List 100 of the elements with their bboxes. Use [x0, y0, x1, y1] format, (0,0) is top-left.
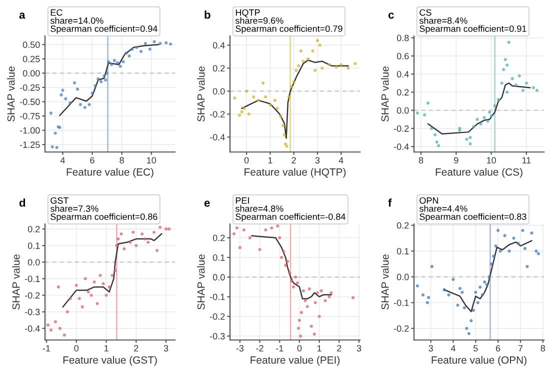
x-tick-label: 1: [317, 345, 322, 352]
point: [94, 84, 97, 88]
point: [156, 248, 159, 252]
point: [447, 293, 450, 296]
point: [61, 88, 64, 92]
point: [460, 290, 464, 294]
point: [116, 61, 119, 64]
point: [328, 295, 331, 298]
point: [426, 301, 429, 304]
point: [242, 106, 246, 110]
point: [308, 287, 311, 290]
point: [302, 60, 305, 63]
point: [292, 285, 296, 288]
point: [510, 77, 514, 80]
point: [288, 95, 291, 98]
point: [416, 284, 419, 288]
point: [49, 328, 53, 332]
point: [280, 256, 284, 259]
point: [104, 294, 108, 297]
point: [318, 314, 321, 318]
text: Spearman coefficient=-0.84: [236, 213, 346, 222]
point: [108, 285, 111, 289]
y-tick-label: 0.0: [396, 274, 409, 280]
y-tick-label: 0.00: [22, 70, 40, 77]
point: [242, 228, 246, 232]
point: [105, 72, 109, 75]
point: [98, 274, 102, 277]
x-tick-label: 4: [338, 157, 344, 164]
point: [320, 289, 323, 292]
y-tick-label: 0.0: [396, 107, 409, 114]
point: [158, 42, 162, 45]
point: [46, 324, 50, 327]
point: [282, 250, 286, 254]
point: [64, 97, 68, 100]
chart-title: a: [19, 12, 26, 19]
point: [90, 92, 94, 95]
chart-title: c: [388, 12, 394, 19]
point: [54, 320, 58, 324]
point: [468, 136, 472, 140]
y-tick-label: -1.25: [20, 142, 40, 148]
point: [290, 279, 294, 283]
y-tick-label: 0.6: [396, 52, 409, 60]
point: [421, 293, 425, 296]
point: [122, 60, 125, 64]
point: [311, 49, 314, 52]
point: [330, 291, 333, 294]
point: [106, 60, 110, 64]
point: [116, 237, 120, 240]
y-tick-label: 0.1: [396, 248, 409, 254]
point: [76, 88, 80, 91]
point: [122, 247, 126, 250]
point: [112, 59, 116, 62]
point: [74, 284, 78, 287]
point: [496, 228, 500, 232]
point: [472, 308, 475, 312]
point: [83, 106, 86, 109]
text: Spearman coefficient=0.79: [236, 25, 342, 34]
point: [244, 90, 248, 93]
text: OPN: [420, 197, 438, 204]
text: share=8.4%: [419, 17, 468, 24]
text: share=7.3%: [50, 205, 98, 212]
point: [292, 80, 296, 84]
point: [50, 145, 54, 148]
point: [465, 138, 468, 141]
point: [284, 142, 288, 146]
point: [167, 227, 171, 231]
text: Spearman coefficient=0.83: [420, 213, 526, 222]
point: [158, 226, 162, 229]
point: [152, 230, 156, 234]
point: [288, 272, 292, 275]
point: [54, 132, 57, 135]
point: [526, 264, 529, 268]
y-tick-label: 0.1: [28, 242, 40, 249]
point: [296, 326, 300, 330]
y-axis-title: SHAP value: [197, 254, 205, 310]
point: [427, 296, 430, 300]
point: [115, 244, 118, 248]
y-tick-label: 0.0: [212, 274, 225, 280]
point: [139, 50, 143, 53]
point: [78, 297, 81, 300]
point: [258, 248, 262, 252]
point: [248, 236, 252, 240]
point: [132, 230, 135, 234]
x-tick-label: -3: [236, 345, 244, 352]
point: [310, 324, 313, 328]
point: [494, 244, 498, 248]
point: [316, 291, 319, 294]
point: [238, 246, 242, 250]
chart-title: d: [19, 198, 26, 207]
point: [88, 103, 91, 106]
y-tick-label: 0.0: [212, 88, 225, 94]
point: [465, 326, 468, 330]
line-series: [444, 240, 532, 312]
y-axis-title: SHAP value: [381, 66, 389, 122]
y-tick-label: -0.2: [394, 125, 409, 132]
point: [521, 88, 524, 92]
point: [468, 142, 472, 146]
point: [524, 82, 528, 85]
y-tick-label: 0.50: [22, 42, 40, 48]
point: [60, 93, 63, 96]
